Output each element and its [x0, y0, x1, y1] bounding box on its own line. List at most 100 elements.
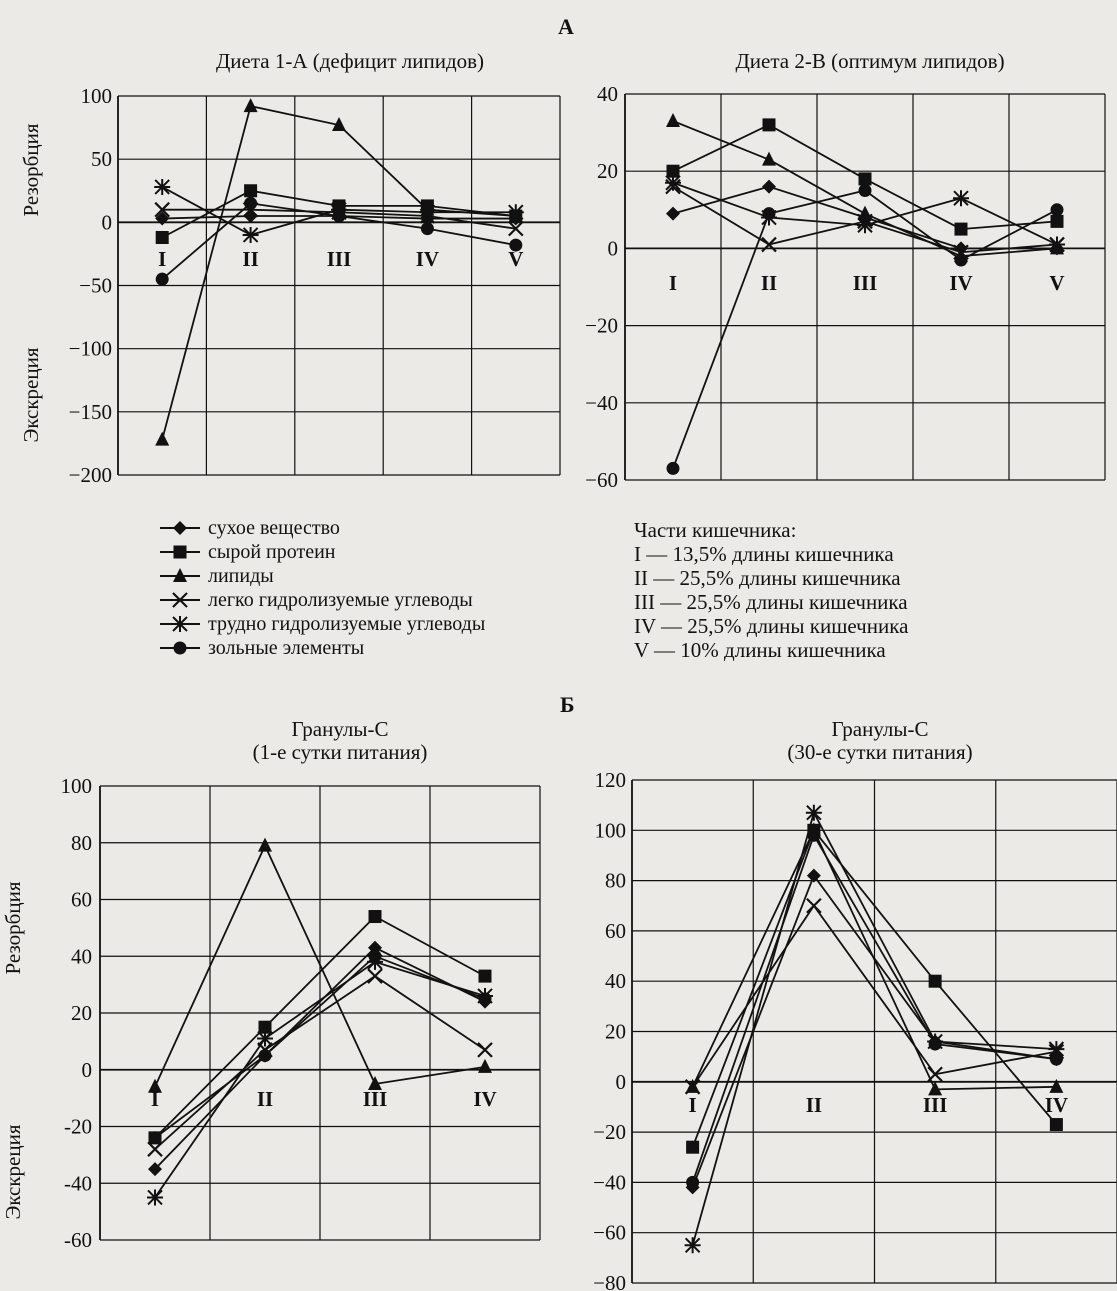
- data-point: [686, 1175, 700, 1189]
- legend-label: легко гидролизуемые углеводы: [208, 589, 473, 611]
- diamond-marker-icon: [160, 521, 200, 535]
- data-point: [478, 992, 492, 1006]
- data-point: [148, 1131, 162, 1145]
- y-tick-label: −20: [593, 1120, 626, 1144]
- legend-label: сухое вещество: [208, 517, 340, 539]
- y-tick-label: 20: [71, 1001, 92, 1025]
- data-point: [155, 211, 170, 226]
- y-tick-label: 0: [608, 236, 619, 260]
- series-line: [691, 833, 1057, 1183]
- data-point: [684, 1237, 701, 1254]
- x-tick-label: I: [669, 271, 677, 295]
- data-point: [1049, 1052, 1063, 1066]
- data-point: [147, 1141, 163, 1157]
- data-point: [332, 209, 346, 223]
- data-point: [762, 118, 776, 132]
- legend-item-lipids: липиды: [158, 564, 485, 588]
- legend-item-ash: зольные элементы: [158, 636, 485, 660]
- data-point: [762, 179, 776, 194]
- y-tick-label: −60: [585, 468, 618, 492]
- data-point: [1049, 1078, 1064, 1093]
- x-tick-label: II: [242, 247, 258, 271]
- series-line: [154, 975, 486, 1150]
- data-point: [665, 174, 681, 191]
- y-tick-label: −60: [593, 1221, 626, 1245]
- series-cp: [666, 118, 1064, 236]
- data-point: [928, 974, 942, 988]
- data-point: [257, 1030, 273, 1047]
- chart-title-2: Диета 2-В (оптимум липидов): [735, 49, 1005, 73]
- data-point: [242, 226, 259, 243]
- y-label-excretion: Экскреция: [19, 347, 43, 442]
- data-point: [368, 949, 382, 963]
- x-tick-label: V: [1049, 271, 1064, 295]
- data-point: [806, 868, 821, 883]
- data-point: [928, 1037, 942, 1051]
- data-point: [805, 804, 822, 821]
- data-point: [762, 151, 776, 166]
- x-tick-label: I: [151, 1087, 159, 1111]
- data-point: [666, 164, 680, 178]
- chart-title-1: Диета 1-А (дефицит липидов): [215, 49, 485, 73]
- data-point: [332, 117, 346, 132]
- legend-label: трудно гидролизуемые углеводы: [208, 613, 486, 635]
- data-point: [258, 837, 272, 852]
- parts-item: II — 25,5% длины кишечника: [634, 566, 901, 590]
- y-tick-label: −200: [69, 463, 112, 487]
- data-point: [684, 1079, 701, 1095]
- x-tick-label: IV: [949, 271, 972, 295]
- x-tick-label: III: [853, 271, 878, 295]
- series-line: [154, 946, 486, 1170]
- data-point: [155, 272, 169, 286]
- triangle-marker-icon: [160, 568, 200, 582]
- y-tick-label: −50: [79, 274, 112, 298]
- legend: сухое вещество сырой протеин липиды легк…: [158, 516, 485, 660]
- data-point: [154, 201, 170, 218]
- series-line: [691, 904, 1057, 1088]
- y-tick-label: 0: [616, 1070, 627, 1094]
- data-point: [155, 431, 170, 446]
- series-ash: [148, 949, 492, 1145]
- parts-item: III — 25,5% длины кишечника: [634, 590, 908, 614]
- data-point: [806, 897, 822, 914]
- y-tick-label: 80: [605, 869, 626, 893]
- data-point: [686, 1140, 700, 1154]
- data-point: [478, 1058, 492, 1073]
- y-label-resorption: Резорбция: [19, 123, 43, 216]
- y-tick-label: 50: [91, 147, 112, 171]
- data-point: [1050, 203, 1064, 217]
- data-point: [761, 236, 777, 253]
- data-point: [368, 910, 382, 924]
- data-point: [477, 1042, 493, 1058]
- data-point: [368, 1075, 382, 1090]
- x-tick-label: II: [806, 1093, 822, 1117]
- y-tick-label: -20: [64, 1115, 92, 1139]
- y-tick-label: 40: [597, 82, 618, 106]
- y-tick-label: 80: [71, 831, 92, 855]
- data-point: [244, 184, 258, 198]
- data-point: [507, 204, 524, 221]
- chart-title-4: Гранулы-С (30-е сутки питания): [787, 717, 973, 764]
- y-tick-label: -60: [64, 1228, 92, 1252]
- data-point: [509, 238, 523, 252]
- y-tick-label: 100: [61, 774, 93, 798]
- data-point: [1049, 236, 1065, 253]
- data-point: [147, 1189, 163, 1206]
- data-point: [508, 220, 524, 237]
- data-point: [762, 207, 776, 221]
- series-line: [154, 843, 486, 1088]
- series-ash: [155, 196, 523, 286]
- y-tick-label: −100: [69, 337, 112, 361]
- x-tick-label: V: [508, 247, 523, 271]
- x-tick-label: III: [923, 1093, 948, 1117]
- data-point: [419, 204, 436, 221]
- data-point: [927, 1066, 943, 1083]
- legend-item-crude-protein: сырой протеин: [158, 540, 485, 564]
- data-point: [1050, 214, 1064, 228]
- section-label-a: А: [558, 14, 574, 39]
- data-point: [244, 196, 258, 210]
- y-tick-label: 100: [595, 818, 627, 842]
